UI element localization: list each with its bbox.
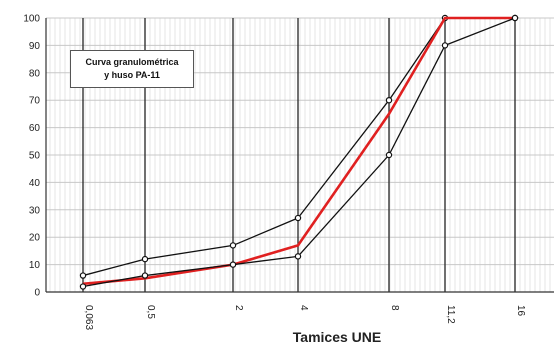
annotation-line-2: y huso PA-11	[104, 70, 160, 80]
y-tick-label-2: 20	[29, 233, 41, 244]
y-tick-label-4: 40	[29, 178, 41, 189]
x-tick-label-3: 4	[298, 305, 309, 311]
x-tick-label-0: 0,063	[83, 305, 94, 330]
y-tick-label-7: 70	[29, 96, 41, 107]
x-tick-label-2: 2	[233, 305, 244, 311]
x-tick-label-6: 16	[515, 305, 526, 317]
series-2-point-1	[141, 272, 149, 279]
series-2-point-2	[229, 261, 237, 268]
series-2-point-4	[385, 151, 393, 159]
x-tick-label-4: 8	[389, 305, 400, 311]
y-tick-label-1: 10	[29, 260, 41, 271]
series-2-point-3	[294, 253, 302, 260]
y-tick-label-5: 50	[29, 151, 41, 162]
y-tick-label-10: 100	[23, 14, 40, 25]
series-0-point-3	[294, 214, 302, 222]
annotation-line-1: Curva granulométrica	[85, 57, 179, 67]
y-tick-label-6: 60	[29, 123, 41, 134]
series-2-point-6	[511, 14, 519, 22]
y-tick-label-9: 90	[29, 41, 41, 52]
x-tick-label-1: 0,5	[145, 305, 156, 319]
y-tick-label-8: 80	[29, 68, 41, 79]
y-tick-label-0: 0	[34, 288, 40, 299]
series-2-point-0	[79, 283, 87, 290]
series-0-point-4	[385, 96, 393, 104]
series-0-point-2	[229, 242, 237, 249]
y-tick-label-3: 30	[29, 205, 41, 216]
series-0-point-0	[79, 272, 87, 279]
x-tick-label-5: 11,2	[445, 305, 456, 324]
chart-annotation-box: Curva granulométrica y huso PA-11	[70, 50, 194, 88]
series-2-point-5	[441, 42, 449, 49]
x-axis-title: Tamices UNE	[293, 329, 381, 345]
series-0-point-1	[141, 255, 149, 263]
